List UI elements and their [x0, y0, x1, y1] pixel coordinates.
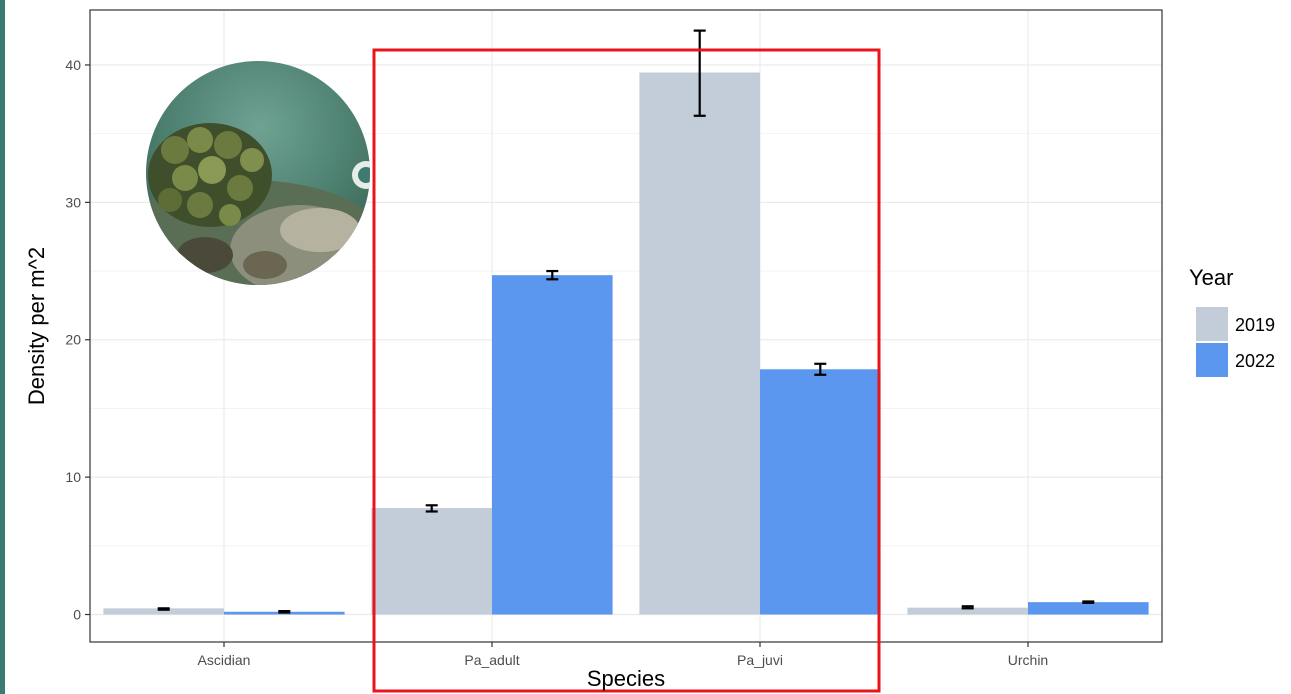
x-axis-ticks: Ascidian Pa_adult Pa_juvi Urchin — [198, 642, 1048, 668]
y-tick-label: 20 — [65, 332, 81, 348]
bar-Pa_juvi-2022 — [760, 369, 881, 615]
legend-item-2019: 2019 — [1196, 307, 1275, 341]
x-tick-label: Pa_adult — [464, 652, 519, 668]
legend-swatch — [1196, 307, 1228, 341]
y-tick-label: 40 — [65, 57, 81, 73]
plot-panel-border — [89, 9, 1163, 643]
legend-swatch — [1196, 343, 1228, 377]
bar-Urchin-2019 — [907, 607, 1028, 615]
bar-Pa_adult-2019 — [371, 508, 492, 615]
bar-Ascidian-2019 — [103, 608, 224, 615]
left-edge-strip — [0, 0, 5, 694]
x-tick-label: Urchin — [1008, 652, 1048, 668]
error-bar-Ascidian-2022 — [278, 609, 291, 614]
legend-item-2022: 2022 — [1196, 343, 1275, 377]
coral-reef-photo — [146, 61, 370, 285]
bar-Pa_juvi-2019 — [639, 72, 760, 615]
bars — [103, 72, 1149, 615]
y-tick-label: 0 — [73, 607, 81, 623]
legend-title: Year — [1189, 265, 1233, 290]
error-bar-Pa_adult-2022 — [546, 269, 559, 281]
x-tick-label: Ascidian — [198, 652, 251, 668]
error-bar-Pa_juvi-2019 — [693, 29, 706, 117]
bar-Pa_adult-2022 — [492, 275, 613, 615]
error-bars — [157, 29, 1095, 614]
legend-label: 2022 — [1235, 351, 1275, 371]
error-bar-Urchin-2022 — [1082, 600, 1095, 604]
error-bar-Pa_adult-2019 — [425, 504, 438, 513]
y-tick-label: 10 — [65, 469, 81, 485]
x-tick-label: Pa_juvi — [737, 652, 783, 668]
legend: Year 2019 2022 — [1189, 265, 1275, 377]
bar-Urchin-2022 — [1028, 602, 1149, 615]
y-axis-ticks: 0 10 20 30 40 — [65, 57, 90, 623]
highlight-box — [372, 48, 881, 693]
error-bar-Pa_juvi-2022 — [814, 362, 827, 376]
y-tick-label: 30 — [65, 194, 81, 210]
error-bar-Urchin-2019 — [961, 605, 974, 610]
error-bar-Ascidian-2019 — [157, 607, 170, 611]
x-axis-title: Species — [587, 666, 665, 691]
legend-label: 2019 — [1235, 315, 1275, 335]
y-axis-title: Density per m^2 — [24, 247, 49, 405]
